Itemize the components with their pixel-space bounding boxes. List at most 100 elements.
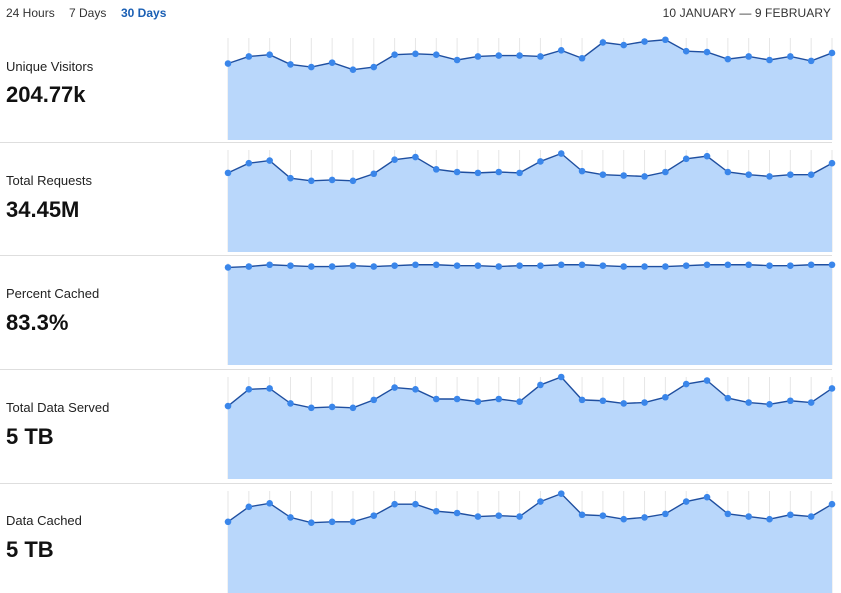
- data-point[interactable]: [474, 513, 482, 520]
- data-point[interactable]: [724, 394, 732, 402]
- data-point[interactable]: [370, 396, 378, 404]
- data-point[interactable]: [412, 153, 419, 161]
- data-point[interactable]: [578, 167, 586, 175]
- data-point[interactable]: [308, 404, 315, 412]
- data-point[interactable]: [266, 157, 273, 164]
- data-point[interactable]: [662, 36, 669, 44]
- data-point[interactable]: [453, 56, 461, 64]
- data-point[interactable]: [703, 261, 711, 269]
- data-point[interactable]: [682, 380, 690, 388]
- data-point[interactable]: [516, 52, 523, 59]
- data-point[interactable]: [828, 159, 836, 167]
- data-point[interactable]: [495, 168, 503, 176]
- data-point[interactable]: [412, 386, 419, 393]
- data-point[interactable]: [391, 500, 398, 508]
- data-point[interactable]: [308, 63, 315, 71]
- data-point[interactable]: [495, 52, 503, 59]
- data-point[interactable]: [724, 55, 732, 63]
- data-point[interactable]: [828, 49, 836, 57]
- data-point[interactable]: [224, 169, 232, 177]
- data-point[interactable]: [620, 172, 628, 179]
- data-point[interactable]: [787, 53, 794, 60]
- data-point[interactable]: [245, 503, 253, 511]
- data-point[interactable]: [287, 514, 294, 521]
- data-point[interactable]: [453, 395, 461, 403]
- data-point[interactable]: [328, 518, 336, 526]
- data-point[interactable]: [370, 512, 378, 519]
- data-point[interactable]: [620, 400, 628, 407]
- data-point[interactable]: [349, 518, 357, 526]
- data-point[interactable]: [578, 261, 586, 269]
- data-point[interactable]: [766, 173, 773, 180]
- data-point[interactable]: [537, 53, 544, 60]
- data-point[interactable]: [453, 168, 461, 176]
- data-point[interactable]: [682, 47, 690, 55]
- data-point[interactable]: [516, 169, 523, 177]
- data-point[interactable]: [495, 395, 503, 403]
- data-point[interactable]: [370, 263, 378, 270]
- data-point[interactable]: [682, 262, 690, 269]
- data-point[interactable]: [807, 399, 815, 406]
- data-point[interactable]: [391, 262, 398, 269]
- data-point[interactable]: [224, 264, 232, 271]
- data-point[interactable]: [766, 515, 773, 523]
- data-point[interactable]: [391, 156, 398, 163]
- data-point[interactable]: [599, 512, 607, 519]
- data-point[interactable]: [787, 397, 794, 405]
- data-point[interactable]: [245, 159, 253, 167]
- data-point[interactable]: [453, 509, 461, 517]
- data-point[interactable]: [682, 498, 690, 505]
- data-point[interactable]: [432, 261, 440, 269]
- data-point[interactable]: [308, 177, 315, 185]
- data-point[interactable]: [308, 519, 315, 526]
- data-point[interactable]: [828, 385, 836, 392]
- data-point[interactable]: [391, 51, 398, 59]
- data-point[interactable]: [474, 398, 482, 405]
- data-point[interactable]: [620, 263, 628, 270]
- data-point[interactable]: [787, 171, 794, 178]
- data-point[interactable]: [662, 263, 669, 270]
- data-point[interactable]: [578, 511, 586, 519]
- data-point[interactable]: [578, 396, 586, 404]
- data-point[interactable]: [266, 500, 273, 507]
- data-point[interactable]: [641, 173, 648, 180]
- data-point[interactable]: [557, 373, 565, 381]
- data-point[interactable]: [328, 403, 336, 411]
- data-point[interactable]: [349, 177, 357, 185]
- data-point[interactable]: [703, 377, 711, 384]
- data-point[interactable]: [287, 61, 294, 68]
- data-point[interactable]: [349, 66, 357, 73]
- data-point[interactable]: [349, 262, 357, 269]
- data-point[interactable]: [495, 263, 503, 270]
- data-point[interactable]: [766, 56, 773, 64]
- data-point[interactable]: [641, 263, 648, 270]
- data-point[interactable]: [703, 152, 711, 160]
- data-point[interactable]: [453, 262, 461, 269]
- data-point[interactable]: [537, 262, 544, 269]
- data-point[interactable]: [245, 263, 253, 270]
- data-point[interactable]: [807, 57, 815, 65]
- range-24-hours[interactable]: 24 Hours: [6, 6, 55, 20]
- data-point[interactable]: [807, 171, 815, 178]
- data-point[interactable]: [766, 400, 773, 408]
- data-point[interactable]: [432, 507, 440, 515]
- data-point[interactable]: [412, 261, 419, 269]
- data-point[interactable]: [599, 171, 607, 178]
- data-point[interactable]: [537, 381, 544, 389]
- data-point[interactable]: [370, 170, 378, 178]
- data-point[interactable]: [537, 498, 544, 505]
- data-point[interactable]: [682, 155, 690, 163]
- data-point[interactable]: [745, 171, 752, 178]
- data-point[interactable]: [787, 262, 794, 269]
- data-point[interactable]: [266, 51, 273, 59]
- data-point[interactable]: [703, 493, 711, 501]
- data-point[interactable]: [308, 263, 315, 270]
- data-point[interactable]: [328, 263, 336, 270]
- data-point[interactable]: [724, 510, 732, 518]
- data-point[interactable]: [266, 261, 273, 269]
- data-point[interactable]: [807, 513, 815, 520]
- data-point[interactable]: [432, 395, 440, 403]
- data-point[interactable]: [703, 48, 711, 56]
- data-point[interactable]: [745, 53, 752, 60]
- data-point[interactable]: [828, 500, 836, 508]
